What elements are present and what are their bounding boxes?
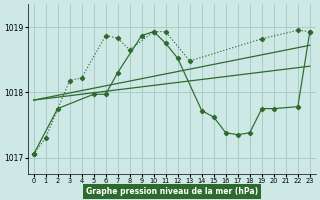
X-axis label: Graphe pression niveau de la mer (hPa): Graphe pression niveau de la mer (hPa) — [86, 187, 258, 196]
